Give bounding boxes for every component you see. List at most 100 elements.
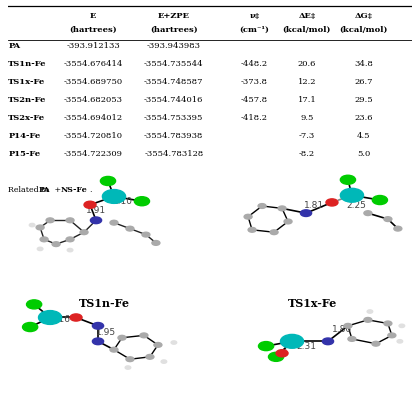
Circle shape xyxy=(284,219,292,224)
Text: +: + xyxy=(52,186,64,194)
Text: 1.95: 1.95 xyxy=(96,328,116,337)
Text: -3554.720810: -3554.720810 xyxy=(64,132,123,140)
Circle shape xyxy=(110,220,118,225)
Circle shape xyxy=(326,199,338,206)
Text: 4.5: 4.5 xyxy=(357,132,370,140)
Circle shape xyxy=(67,248,73,252)
Text: (hartrees): (hartrees) xyxy=(69,26,117,34)
Circle shape xyxy=(134,197,149,206)
Text: -3554.735544: -3554.735544 xyxy=(144,60,203,68)
Text: (cm⁻¹): (cm⁻¹) xyxy=(240,26,270,34)
Text: 9.5: 9.5 xyxy=(300,114,314,122)
Circle shape xyxy=(100,176,116,185)
Circle shape xyxy=(340,175,356,184)
Circle shape xyxy=(384,217,392,222)
Circle shape xyxy=(66,218,74,223)
Text: PA: PA xyxy=(8,42,20,50)
Circle shape xyxy=(258,342,274,351)
Circle shape xyxy=(37,247,43,251)
Text: -3554.783938: -3554.783938 xyxy=(144,132,203,140)
Text: -3554.689750: -3554.689750 xyxy=(64,78,123,86)
Circle shape xyxy=(384,321,392,326)
Circle shape xyxy=(39,311,62,324)
Circle shape xyxy=(388,333,396,338)
Circle shape xyxy=(280,335,304,348)
Circle shape xyxy=(110,347,118,352)
Circle shape xyxy=(270,230,278,235)
Circle shape xyxy=(36,225,44,230)
Circle shape xyxy=(52,242,60,247)
Circle shape xyxy=(142,232,150,237)
Text: -7.3: -7.3 xyxy=(299,132,315,140)
Text: -3554.694012: -3554.694012 xyxy=(64,114,123,122)
Circle shape xyxy=(161,360,167,363)
Text: -393.912133: -393.912133 xyxy=(66,42,120,50)
Text: -393.943983: -393.943983 xyxy=(147,42,201,50)
Circle shape xyxy=(278,206,286,211)
Text: (kcal/mol): (kcal/mol) xyxy=(339,26,388,34)
Circle shape xyxy=(268,352,284,361)
Text: -373.8: -373.8 xyxy=(241,78,268,86)
Text: 29.5: 29.5 xyxy=(354,96,373,104)
Circle shape xyxy=(146,354,154,359)
Text: ΔG‡: ΔG‡ xyxy=(354,12,372,20)
Text: -8.2: -8.2 xyxy=(299,150,315,158)
Circle shape xyxy=(276,350,288,357)
Circle shape xyxy=(126,357,134,362)
Circle shape xyxy=(70,314,82,321)
Text: 1.91: 1.91 xyxy=(86,206,106,215)
Text: -448.2: -448.2 xyxy=(241,60,268,68)
Text: P14-Fe: P14-Fe xyxy=(8,132,41,140)
Circle shape xyxy=(102,189,126,203)
Text: E: E xyxy=(90,12,96,20)
Text: TS2x-Fe: TS2x-Fe xyxy=(8,114,45,122)
Circle shape xyxy=(66,237,74,242)
Text: TS1x-Fe: TS1x-Fe xyxy=(8,78,46,86)
Text: TS2n-Fe: TS2n-Fe xyxy=(8,96,47,104)
Circle shape xyxy=(92,323,104,329)
Text: 17.1: 17.1 xyxy=(297,96,316,104)
Circle shape xyxy=(364,317,372,322)
Circle shape xyxy=(125,366,131,369)
Text: -3554.722309: -3554.722309 xyxy=(64,150,123,158)
Circle shape xyxy=(40,237,48,242)
Circle shape xyxy=(118,335,126,340)
Circle shape xyxy=(248,227,256,232)
Circle shape xyxy=(22,323,38,332)
Text: 34.8: 34.8 xyxy=(354,60,373,68)
Circle shape xyxy=(372,341,380,346)
Text: -3554.682053: -3554.682053 xyxy=(64,96,123,104)
Text: TS1n-Fe: TS1n-Fe xyxy=(79,298,129,309)
Circle shape xyxy=(397,339,403,343)
Text: Related to: Related to xyxy=(8,186,52,194)
Text: -418.2: -418.2 xyxy=(241,114,268,122)
Text: NS-Fe: NS-Fe xyxy=(61,186,87,194)
Text: -3554.676414: -3554.676414 xyxy=(63,60,123,68)
Text: P15-Fe: P15-Fe xyxy=(8,150,40,158)
Text: ν‡: ν‡ xyxy=(249,12,260,20)
Text: .: . xyxy=(89,186,92,194)
Text: -3554.748587: -3554.748587 xyxy=(144,78,203,86)
Circle shape xyxy=(372,196,387,205)
Text: 2.25: 2.25 xyxy=(346,201,366,210)
Text: 1.86: 1.86 xyxy=(332,325,352,334)
Circle shape xyxy=(90,217,102,224)
Text: 23.6: 23.6 xyxy=(354,114,373,122)
Circle shape xyxy=(29,224,35,227)
Text: (kcal/mol): (kcal/mol) xyxy=(283,26,331,34)
Circle shape xyxy=(244,215,252,219)
Text: -3554.783128: -3554.783128 xyxy=(144,150,203,158)
Text: E+ZPE: E+ZPE xyxy=(158,12,190,20)
Text: 26.7: 26.7 xyxy=(354,78,373,86)
Circle shape xyxy=(340,188,364,202)
Circle shape xyxy=(84,201,96,208)
Text: 2.16: 2.16 xyxy=(50,315,70,324)
Text: 20.6: 20.6 xyxy=(298,60,316,68)
Circle shape xyxy=(258,203,266,208)
Circle shape xyxy=(140,333,148,338)
Circle shape xyxy=(300,210,312,217)
Circle shape xyxy=(152,240,160,245)
Text: 5.0: 5.0 xyxy=(357,150,370,158)
Circle shape xyxy=(92,338,104,345)
Text: 2.31: 2.31 xyxy=(296,342,316,351)
